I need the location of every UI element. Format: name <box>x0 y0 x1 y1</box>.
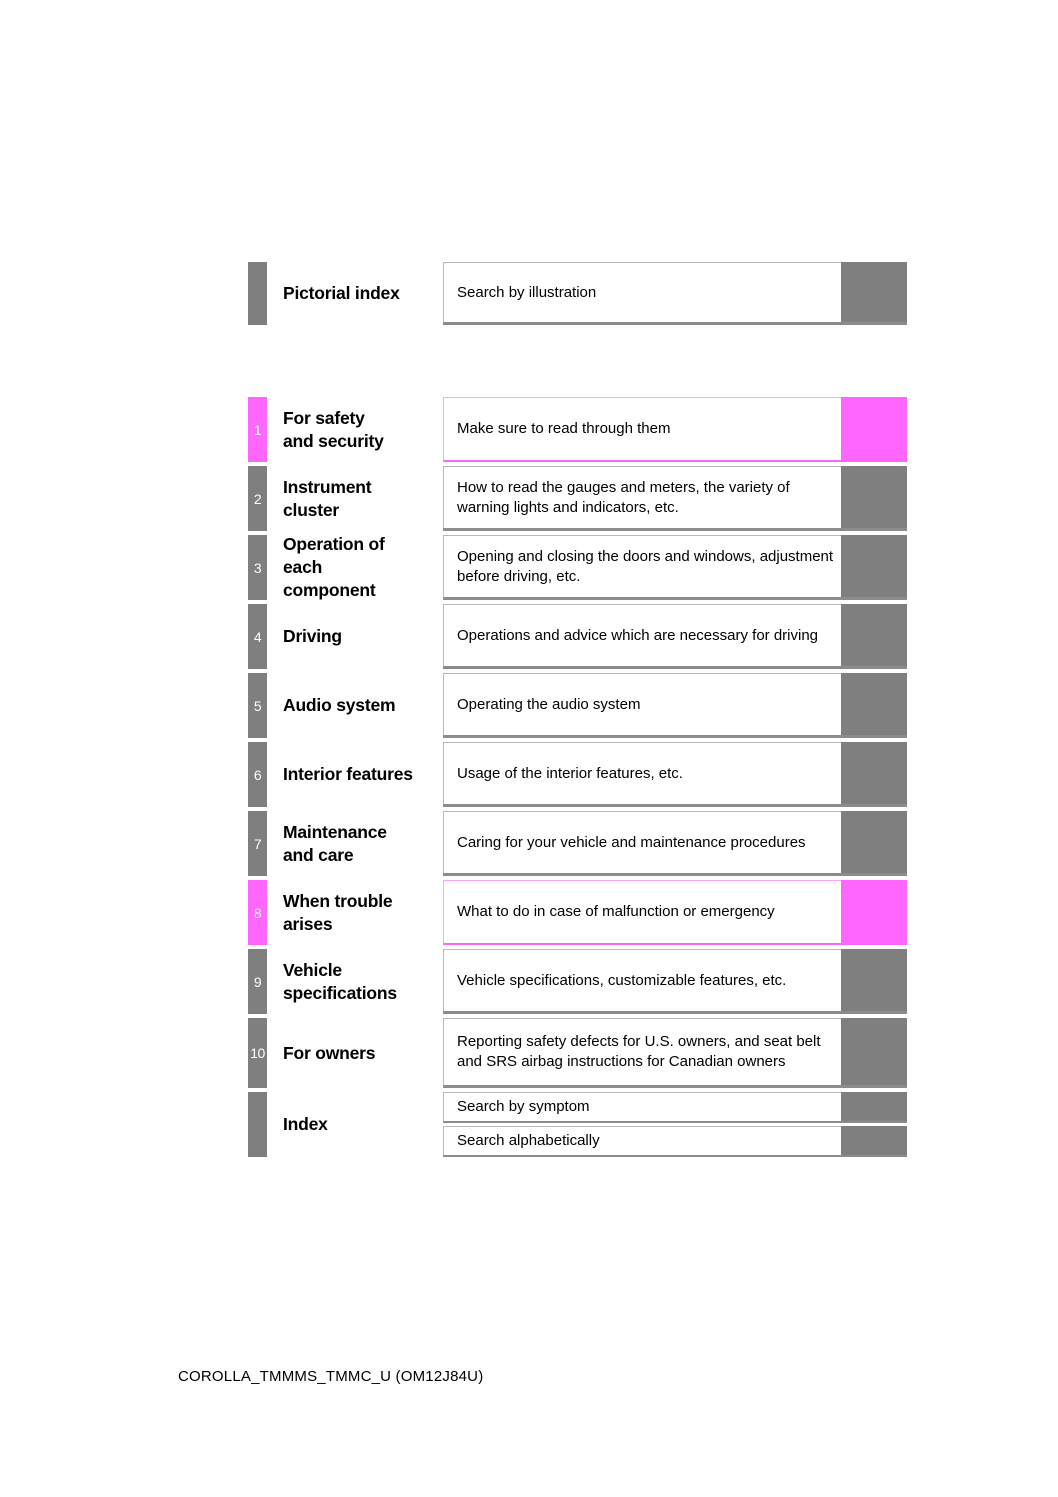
section-title: Instrument cluster <box>283 476 372 520</box>
section-number: 7 <box>253 835 262 852</box>
section-tab: 1 <box>248 397 267 462</box>
section-tab: 10 <box>248 1018 267 1088</box>
section-description-box: Search by symptom <box>443 1092 841 1121</box>
section-title: For safety and security <box>283 407 384 451</box>
toc-content: Pictorial index Search by illustration 1… <box>248 262 907 1157</box>
section-title: When trouble arises <box>283 890 393 934</box>
section-description-box: Operations and advice which are necessar… <box>443 604 841 666</box>
section-description-box: How to read the gauges and meters, the v… <box>443 466 841 528</box>
section-tab: 7 <box>248 811 267 876</box>
section-tab: 4 <box>248 604 267 669</box>
section-number: 9 <box>253 973 262 990</box>
section-tab: 9 <box>248 949 267 1014</box>
section-row-pictorial-index: Pictorial index Search by illustration <box>248 262 907 325</box>
index-subrow-alphabetical: Search alphabetically <box>443 1126 907 1157</box>
section-description: Search by illustration <box>457 283 597 301</box>
section-number: 2 <box>253 490 262 507</box>
section-row-interior-features: 6 Interior features Usage of the interio… <box>248 742 907 807</box>
section-number: 5 <box>253 697 262 714</box>
section-description: Search alphabetically <box>457 1132 600 1149</box>
section-row-instrument-cluster: 2 Instrument cluster How to read the gau… <box>248 466 907 531</box>
section-color-block <box>841 397 907 460</box>
section-number: 1 <box>253 421 262 438</box>
section-color-block <box>841 811 907 873</box>
section-row-vehicle-specifications: 9 Vehicle specifications Vehicle specifi… <box>248 949 907 1014</box>
section-title: Vehicle specifications <box>283 959 397 1003</box>
section-description: Vehicle specifications, customizable fea… <box>457 971 787 989</box>
section-description-box: Reporting safety defects for U.S. owners… <box>443 1018 841 1085</box>
index-subrow-symptom: Search by symptom <box>443 1092 907 1123</box>
section-title: Pictorial index <box>283 283 400 303</box>
section-number: 8 <box>253 904 262 921</box>
section-description-box: Operating the audio system <box>443 673 841 735</box>
section-color-block <box>841 604 907 666</box>
section-description: How to read the gauges and meters, the v… <box>457 478 790 516</box>
section-color-block <box>841 673 907 735</box>
section-color-block <box>841 466 907 528</box>
section-description: Usage of the interior features, etc. <box>457 764 683 782</box>
section-title: Maintenance and care <box>283 821 387 865</box>
section-title: Audio system <box>283 695 396 715</box>
section-title: For owners <box>283 1042 376 1063</box>
section-description: Reporting safety defects for U.S. owners… <box>457 1033 821 1070</box>
section-row-audio-system: 5 Audio system Operating the audio syste… <box>248 673 907 738</box>
section-description-box: Search by illustration <box>443 262 841 322</box>
section-title: Index <box>283 1114 328 1134</box>
section-row-maintenance-and-care: 7 Maintenance and care Caring for your v… <box>248 811 907 876</box>
section-tab: 6 <box>248 742 267 807</box>
section-row-index: Index Search by symptom Search alphabeti… <box>248 1092 907 1157</box>
section-tab <box>248 262 267 325</box>
section-row-driving: 4 Driving Operations and advice which ar… <box>248 604 907 669</box>
section-number: 6 <box>253 766 262 783</box>
section-color-block <box>841 535 907 597</box>
section-description-box: Vehicle specifications, customizable fea… <box>443 949 841 1011</box>
section-tab: 5 <box>248 673 267 738</box>
section-description: Opening and closing the doors and window… <box>457 547 834 585</box>
section-description-box: What to do in case of malfunction or eme… <box>443 880 841 943</box>
section-number: 10 <box>250 1045 265 1061</box>
section-tab: 2 <box>248 466 267 531</box>
section-row-for-owners: 10 For owners Reporting safety defects f… <box>248 1018 907 1088</box>
section-title: Driving <box>283 626 342 646</box>
section-tab: 8 <box>248 880 267 945</box>
section-color-block <box>841 880 907 943</box>
section-title: Interior features <box>283 764 413 784</box>
section-color-block <box>841 262 907 322</box>
section-row-operation-of-each-component: 3 Operation of each component Opening an… <box>248 534 907 600</box>
section-title: Operation of each component <box>283 534 385 600</box>
section-description-box: Opening and closing the doors and window… <box>443 535 841 597</box>
section-description-box: Caring for your vehicle and maintenance … <box>443 811 841 873</box>
section-row-for-safety-and-security: 1 For safety and security Make sure to r… <box>248 397 907 462</box>
section-color-block <box>841 742 907 804</box>
section-description-box: Usage of the interior features, etc. <box>443 742 841 804</box>
section-description: Operations and advice which are necessar… <box>457 626 819 644</box>
section-description: Make sure to read through them <box>457 420 671 437</box>
section-description-box: Make sure to read through them <box>443 397 841 460</box>
document-code-footer: COROLLA_TMMMS_TMMC_U (OM12J84U) <box>178 1368 484 1385</box>
section-color-block <box>841 1126 907 1155</box>
section-description: Caring for your vehicle and maintenance … <box>457 833 806 851</box>
section-number: 4 <box>253 628 262 645</box>
section-number: 3 <box>253 559 262 576</box>
section-color-block <box>841 1018 907 1085</box>
section-color-block <box>841 1092 907 1121</box>
section-color-block <box>841 949 907 1011</box>
section-description: Operating the audio system <box>457 695 641 713</box>
section-tab: 3 <box>248 535 267 600</box>
section-description: What to do in case of malfunction or eme… <box>457 903 775 920</box>
section-tab <box>248 1092 267 1157</box>
section-row-when-trouble-arises: 8 When trouble arises What to do in case… <box>248 880 907 945</box>
section-description-box: Search alphabetically <box>443 1126 841 1155</box>
section-description: Search by symptom <box>457 1098 590 1115</box>
